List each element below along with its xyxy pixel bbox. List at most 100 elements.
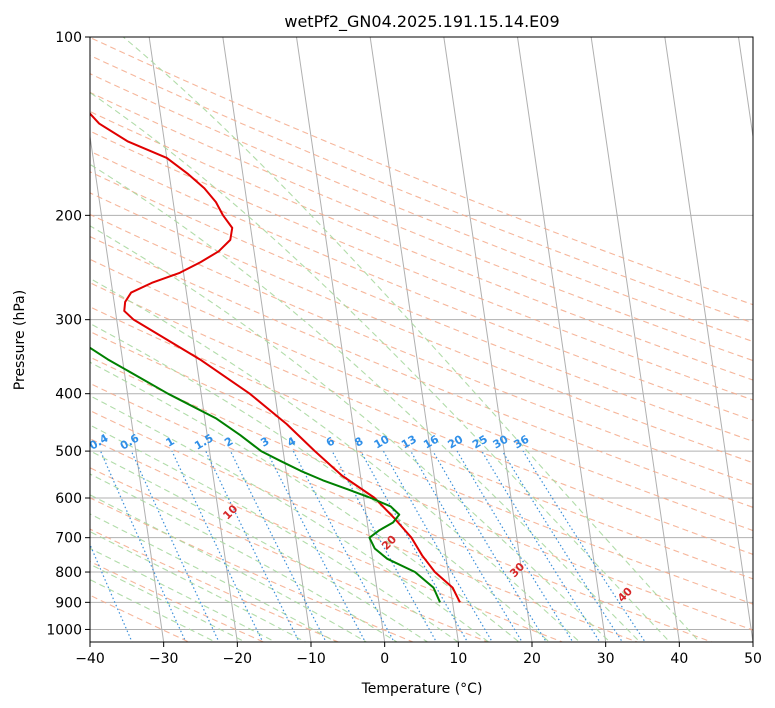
y-tick-label: 600 bbox=[55, 491, 82, 507]
y-tick-label: 100 bbox=[55, 30, 82, 46]
isotherm-line bbox=[664, 37, 753, 642]
y-tick-label: 700 bbox=[55, 531, 82, 547]
isotherm-line bbox=[516, 37, 607, 642]
moist-adiabat bbox=[90, 531, 307, 642]
mixing-ratio-line bbox=[266, 450, 366, 642]
profile-series bbox=[90, 112, 461, 603]
mixing-ratio-label: 0.6 bbox=[118, 431, 142, 452]
x-tick-label: 30 bbox=[597, 651, 615, 667]
isotherm-line bbox=[148, 37, 238, 642]
mixing-ratio-line bbox=[501, 450, 624, 642]
x-tick-label: 20 bbox=[523, 651, 541, 667]
moist-adiabat bbox=[90, 473, 398, 642]
dry-adiabat bbox=[90, 306, 753, 580]
mixing-ratio-line bbox=[331, 450, 438, 642]
dry-adiabat bbox=[90, 467, 490, 642]
isotherm-line bbox=[90, 133, 165, 642]
x-tick-label: −40 bbox=[75, 651, 105, 667]
x-tick-label: 10 bbox=[449, 651, 467, 667]
dry-adiabat bbox=[90, 258, 753, 532]
moist-adiabat bbox=[90, 395, 490, 642]
moist-adiabat bbox=[90, 547, 277, 642]
isotherm-line bbox=[737, 37, 753, 141]
thermo-lines bbox=[90, 37, 753, 642]
y-tick-label: 500 bbox=[55, 444, 82, 460]
dry-adiabat bbox=[90, 594, 191, 642]
dry-adiabat bbox=[90, 236, 753, 508]
mixing-ratio-label: 16 bbox=[421, 432, 441, 451]
y-tick-label: 900 bbox=[55, 595, 82, 611]
moist-adiabat bbox=[90, 563, 247, 642]
mixing-ratio-line bbox=[171, 450, 264, 642]
dry-adiabat bbox=[90, 497, 415, 642]
x-tick-label: 0 bbox=[380, 651, 389, 667]
mixing-ratio-label: 0.1 bbox=[0, 432, 14, 453]
isotherm-line bbox=[295, 37, 386, 642]
dry-adiabat bbox=[90, 356, 753, 631]
isotherm-line bbox=[443, 37, 533, 642]
mixing-ratio-label: 1 bbox=[164, 435, 177, 450]
x-axis-title: Temperature (°C) bbox=[361, 681, 483, 697]
dry-adiabat bbox=[90, 410, 639, 642]
x-axis: −40 −30 −20 −10 0 10 20 30 40 50 bbox=[75, 642, 762, 667]
dry-adiabat bbox=[90, 54, 753, 324]
y-axis-title: Pressure (hPa) bbox=[12, 290, 28, 390]
grid-layer bbox=[90, 37, 753, 642]
mixing-ratio-line bbox=[90, 543, 133, 642]
dry-adiabat bbox=[90, 110, 753, 381]
temperature-profile-line bbox=[90, 112, 461, 603]
moist-adiabat bbox=[90, 450, 429, 642]
mixing-ratio-line bbox=[205, 450, 300, 642]
mixing-ratio-line bbox=[292, 450, 395, 642]
dry-adiabat bbox=[90, 382, 714, 642]
mixing-ratio-label: 3 bbox=[258, 435, 271, 450]
dry-adiabat bbox=[90, 192, 753, 464]
moist-adiabat bbox=[122, 37, 701, 642]
x-tick-label: 40 bbox=[670, 651, 688, 667]
mixing-ratio-label: 6 bbox=[324, 434, 337, 449]
mixing-ratio-label: 20 bbox=[445, 432, 465, 451]
dry-adiabat bbox=[90, 150, 753, 422]
dry-adiabat bbox=[90, 438, 564, 642]
moist-adiabat bbox=[90, 225, 611, 642]
dry-adiabat bbox=[90, 560, 265, 642]
mixing-ratio-line bbox=[432, 450, 548, 642]
moist-adiabat-label: 20 bbox=[379, 533, 399, 553]
mixing-ratio-label: 10 bbox=[372, 432, 392, 451]
y-tick-label: 200 bbox=[55, 208, 82, 224]
isotherm-line bbox=[222, 37, 312, 642]
mixing-ratio-label: 4 bbox=[285, 434, 298, 449]
moist-adiabat-label: 0 bbox=[49, 470, 64, 485]
x-tick-label: −10 bbox=[296, 651, 326, 667]
moist-adiabat bbox=[90, 163, 641, 642]
y-axis: 100 200 300 400 500 600 700 800 900 1000 bbox=[46, 30, 90, 638]
dry-adiabat bbox=[90, 73, 753, 343]
x-tick-label: −30 bbox=[149, 651, 179, 667]
mixing-ratio-label: 0.4 bbox=[87, 431, 111, 452]
mixing-ratio-label: 2 bbox=[222, 435, 235, 450]
mixing-ratio-line bbox=[410, 450, 523, 642]
mixing-ratio-line bbox=[481, 450, 601, 642]
mixing-ratio-line bbox=[360, 450, 469, 642]
y-tick-label: 1000 bbox=[46, 622, 82, 638]
moist-adiabat bbox=[90, 322, 551, 642]
dry-adiabat bbox=[90, 528, 340, 642]
dry-adiabat bbox=[90, 171, 753, 442]
chart-title: wetPf2_GN04.2025.191.15.14.E09 bbox=[284, 12, 559, 32]
y-tick-label: 300 bbox=[55, 313, 82, 329]
moist-adiabat bbox=[90, 424, 460, 642]
x-tick-label: −20 bbox=[223, 651, 253, 667]
dewpoint-profile-line bbox=[90, 346, 441, 603]
mixing-ratio-line bbox=[456, 450, 574, 642]
mixing-ratio-label: 1.5 bbox=[192, 432, 215, 453]
dry-adiabat bbox=[90, 331, 753, 605]
y-tick-label: 800 bbox=[55, 565, 82, 581]
x-tick-label: 50 bbox=[744, 651, 762, 667]
mixing-ratio-line bbox=[382, 450, 493, 642]
dry-adiabat bbox=[90, 130, 753, 401]
mixing-ratio-label: 30 bbox=[491, 432, 511, 451]
isoline-labels: 0.10.20.40.611.52346810131620253036-100-… bbox=[0, 431, 635, 604]
plot-frame bbox=[89, 36, 754, 643]
